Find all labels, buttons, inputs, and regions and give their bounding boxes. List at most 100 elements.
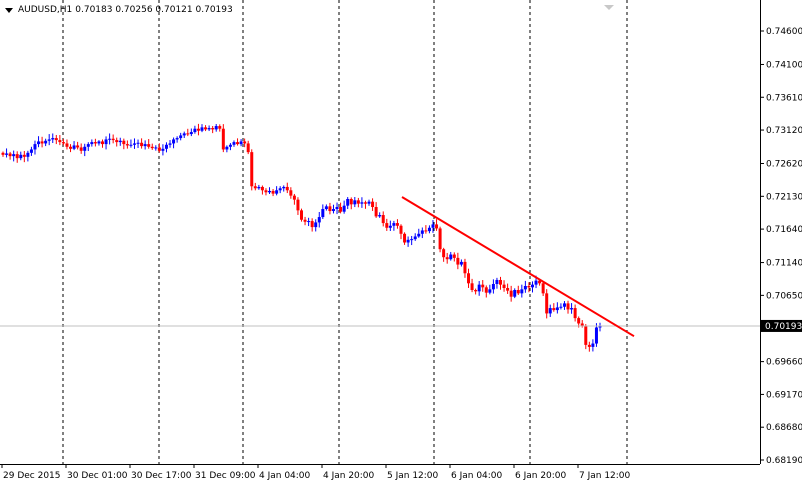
bull-candle-body (33, 144, 37, 150)
bear-candle-body (438, 228, 442, 250)
bull-candle-body (459, 261, 463, 265)
bear-candle-body (470, 283, 474, 291)
bull-candle-body (37, 141, 41, 145)
bull-candle-body (570, 308, 574, 310)
dropdown-triangle-icon[interactable] (5, 7, 13, 13)
bull-candle-body (175, 138, 179, 140)
bear-candle-body (545, 293, 549, 314)
y-tick-label: 0.72620 (766, 160, 802, 170)
bull-candle-body (136, 142, 140, 144)
bull-candle-body (179, 135, 183, 139)
bear-candle-body (474, 290, 478, 292)
trend-line[interactable] (401, 196, 635, 338)
bear-candle-body (356, 200, 360, 204)
bear-candle-body (65, 143, 69, 147)
bear-candle-body (1, 152, 5, 155)
bull-candle-body (164, 144, 168, 149)
bear-candle-body (264, 190, 268, 193)
bull-candle-body (154, 147, 158, 149)
bull-candle-body (5, 153, 9, 155)
bull-candle-body (47, 139, 51, 141)
x-tick-label: 4 Jan 04:00 (259, 471, 311, 481)
bear-candle-body (218, 126, 222, 129)
bear-candle-body (328, 206, 332, 212)
bear-candle-body (296, 199, 300, 211)
bull-candle-body (275, 190, 279, 194)
y-tick-label: 0.73610 (766, 93, 802, 103)
bear-candle-body (484, 287, 488, 293)
bear-candle-body (76, 145, 80, 148)
bear-candle-body (79, 147, 83, 151)
bull-candle-body (520, 289, 524, 294)
y-tick-label: 0.69170 (766, 390, 802, 400)
bull-candle-body (12, 154, 16, 157)
ohlc-values: 0.70183 0.70256 0.70121 0.70193 (75, 5, 233, 15)
bear-candle-body (538, 280, 542, 284)
x-tick-label: 7 Jan 12:00 (579, 471, 631, 481)
bull-candle-body (488, 289, 492, 293)
bull-candle-body (207, 128, 211, 130)
bull-candle-body (417, 233, 421, 237)
bull-candle-body (413, 236, 417, 240)
bear-candle-body (442, 249, 446, 258)
bull-candle-body (335, 207, 339, 210)
grid-lines (62, 0, 628, 464)
bear-candle-body (211, 128, 215, 130)
bear-candle-body (300, 210, 303, 220)
bull-candle-body (239, 141, 243, 145)
bear-candle-body (467, 273, 471, 284)
candles (1, 123, 602, 352)
bear-candle-body (456, 257, 460, 265)
bull-candle-body (321, 209, 325, 218)
bull-candle-body (278, 188, 282, 191)
bull-candle-body (161, 148, 165, 151)
bear-candle-body (509, 290, 513, 297)
bull-candle-body (143, 144, 147, 147)
bear-candle-body (93, 142, 97, 144)
bear-candle-body (587, 344, 591, 347)
bull-candle-body (317, 217, 321, 223)
bull-candle-body (214, 126, 218, 130)
bull-candle-body (392, 223, 396, 226)
bear-candle-body (140, 142, 144, 147)
bear-candle-body (8, 153, 12, 157)
bull-candle-body (449, 254, 453, 260)
bear-candle-body (481, 284, 485, 288)
bear-candle-body (246, 143, 250, 153)
bear-candle-body (250, 152, 254, 187)
bull-candle-body (182, 133, 186, 136)
bull-candle-body (324, 206, 328, 210)
price-tag-background (761, 319, 802, 332)
shift-marker-icon[interactable] (604, 5, 614, 10)
bull-candle-body (562, 303, 566, 307)
x-tick-label: 6 Jan 20:00 (515, 471, 567, 481)
bear-candle-body (349, 198, 353, 205)
bear-candle-body (424, 230, 428, 232)
bear-candle-body (403, 233, 407, 243)
bear-candle-body (125, 144, 129, 146)
bull-candle-body (132, 143, 136, 145)
bear-candle-body (499, 279, 502, 285)
y-tick-label: 0.74100 (766, 60, 802, 70)
bull-candle-body (420, 230, 424, 234)
bull-candle-body (378, 215, 382, 217)
bear-candle-body (381, 215, 385, 224)
bear-candle-body (339, 207, 343, 212)
bull-candle-body (29, 149, 33, 153)
bear-candle-body (196, 128, 200, 131)
bull-candle-body (257, 186, 261, 189)
bull-candle-body (193, 128, 197, 133)
y-tick-label: 0.68680 (766, 423, 802, 433)
bear-candle-body (69, 146, 73, 149)
symbol-label: AUDUSD,H1 (18, 5, 73, 15)
bull-candle-body (168, 143, 172, 145)
bull-candle-body (307, 221, 311, 223)
x-tick-label: 31 Dec 09:00 (195, 471, 256, 481)
bull-candle-body (598, 326, 602, 328)
bear-candle-body (577, 318, 581, 324)
bull-candle-body (367, 201, 371, 204)
y-tick-label: 0.71640 (766, 225, 802, 235)
bear-candle-body (552, 308, 556, 311)
